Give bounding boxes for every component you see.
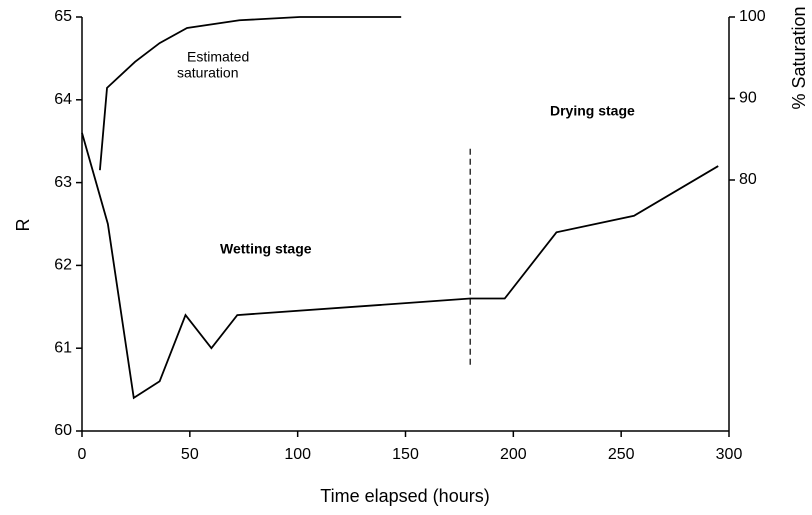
series-line bbox=[81, 132, 719, 400]
y-tick-label: 65 bbox=[54, 8, 72, 25]
y-axis-label: R bbox=[13, 219, 33, 232]
y2-tick-label: 80 bbox=[739, 171, 757, 188]
y-tick-label: 62 bbox=[54, 257, 72, 274]
annotation: saturation bbox=[177, 65, 238, 81]
x-tick-label: 300 bbox=[716, 446, 743, 463]
y2-tick-label: 100 bbox=[739, 8, 766, 25]
x-tick-label: 250 bbox=[608, 446, 635, 463]
annotation: Estimated bbox=[187, 49, 249, 65]
x-tick-label: 50 bbox=[181, 446, 199, 463]
y2-tick-label: 90 bbox=[739, 90, 757, 107]
y2-axis-label: % Saturation bbox=[789, 6, 809, 109]
y-tick-label: 63 bbox=[54, 174, 72, 191]
x-tick-label: 150 bbox=[392, 446, 419, 463]
x-tick-label: 100 bbox=[284, 446, 311, 463]
y-tick-label: 60 bbox=[54, 422, 72, 439]
x-axis-label: Time elapsed (hours) bbox=[320, 486, 489, 506]
annotation: Wetting stage bbox=[220, 241, 312, 257]
series-line bbox=[99, 16, 402, 171]
y-tick-label: 64 bbox=[54, 91, 72, 108]
x-tick-label: 0 bbox=[78, 446, 87, 463]
y-tick-label: 61 bbox=[54, 339, 72, 356]
annotation: Drying stage bbox=[550, 103, 635, 119]
x-tick-label: 200 bbox=[500, 446, 527, 463]
